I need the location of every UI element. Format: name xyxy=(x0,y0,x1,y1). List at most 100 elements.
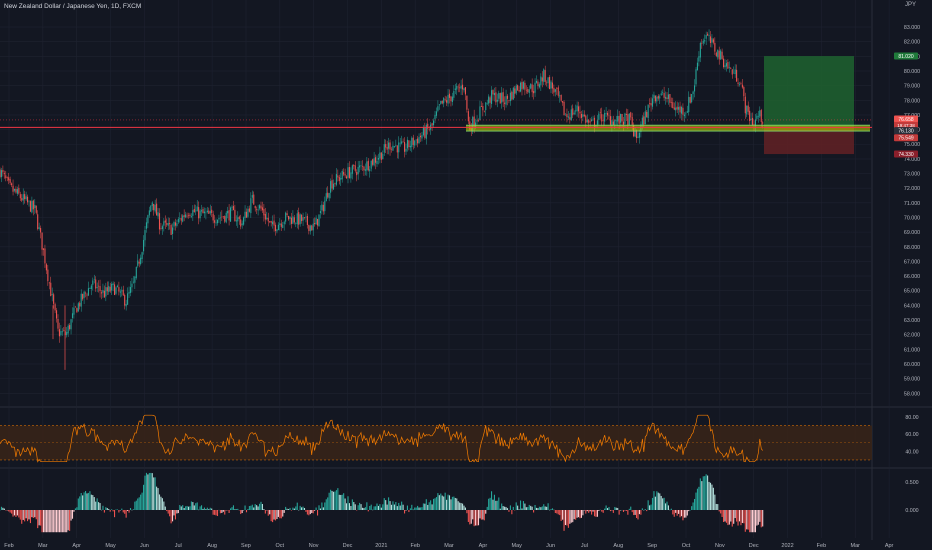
hist-bar xyxy=(118,510,120,513)
hist-bar xyxy=(205,509,207,510)
candle-body xyxy=(363,166,365,171)
candle-body xyxy=(231,206,233,208)
candle-body xyxy=(183,215,185,217)
hist-bar xyxy=(504,506,506,510)
candle-body xyxy=(720,50,722,60)
hist-bar xyxy=(746,510,748,530)
hist-bar xyxy=(293,508,295,510)
candle-body xyxy=(762,122,764,124)
hist-bar xyxy=(186,505,188,510)
hist-bar xyxy=(66,510,68,533)
candle-body xyxy=(328,193,330,199)
candle-body xyxy=(292,216,294,224)
candle-body xyxy=(601,114,603,122)
hist-bar xyxy=(259,503,261,510)
hist-bar xyxy=(637,510,639,520)
candle-body xyxy=(208,210,210,214)
candle-body xyxy=(747,105,749,112)
hist-bar xyxy=(90,494,92,510)
hist-bar xyxy=(327,497,329,510)
hist-bar xyxy=(491,491,493,510)
price-axis[interactable]: 83.00082.00081.00080.00079.00078.00077.0… xyxy=(904,25,920,514)
candle-body xyxy=(634,130,636,137)
hist-bar xyxy=(627,510,629,515)
candle-body xyxy=(746,105,748,115)
hist-bar xyxy=(518,509,520,510)
hist-bar xyxy=(538,506,540,510)
candle-body xyxy=(82,293,84,300)
candle-body xyxy=(441,100,443,104)
hist-bar xyxy=(759,510,761,522)
hist-bar xyxy=(363,508,365,510)
hist-bar xyxy=(92,495,94,510)
candle-body xyxy=(206,210,208,213)
candle-body xyxy=(624,113,626,124)
hist-bar xyxy=(425,499,427,510)
hist-bar xyxy=(187,506,190,510)
candle-body xyxy=(67,325,69,334)
candle-body xyxy=(688,96,690,113)
candle-body xyxy=(631,117,633,125)
rsi-tick-label: 80.00 xyxy=(905,415,918,421)
candle-body xyxy=(643,116,645,125)
candle-body xyxy=(85,292,87,294)
candle-body xyxy=(462,84,464,90)
candle-body xyxy=(678,107,680,110)
hist-bar xyxy=(395,502,397,510)
hist-bar xyxy=(737,510,739,526)
hist-bar xyxy=(383,498,385,510)
candle-body xyxy=(317,218,319,226)
hist-bar xyxy=(185,506,187,510)
current-price-tag-bg xyxy=(894,115,918,123)
candle-body xyxy=(163,221,165,226)
hist-bar xyxy=(212,510,214,515)
candle-body xyxy=(567,116,569,118)
x-tick-label: Aug xyxy=(207,543,217,549)
hist-bar xyxy=(180,506,182,510)
hist-bar xyxy=(364,507,366,510)
candle-body xyxy=(696,62,698,71)
candle-body xyxy=(480,105,482,107)
candle-body xyxy=(665,96,667,99)
candle-body xyxy=(95,279,97,289)
hist-bar xyxy=(554,510,556,513)
candle-body xyxy=(164,220,166,223)
hist-bar xyxy=(37,510,39,529)
candle-body xyxy=(666,97,668,100)
candle-body xyxy=(538,84,540,88)
candle-body xyxy=(341,171,343,180)
hist-bar xyxy=(657,492,659,510)
hist-tick-label: 0.000 xyxy=(905,508,918,514)
candle-body xyxy=(360,165,362,166)
candle-body xyxy=(701,43,703,44)
y-tick-label: 68.000 xyxy=(904,245,920,251)
hist-bar xyxy=(45,510,47,533)
candle-body xyxy=(141,252,143,260)
candle-body xyxy=(225,212,227,223)
hist-bar xyxy=(566,510,568,526)
y-tick-label: 83.000 xyxy=(904,25,920,31)
candle-body xyxy=(396,145,398,153)
candle-body xyxy=(118,287,120,292)
hist-bar xyxy=(496,500,498,510)
candle-body xyxy=(401,141,403,144)
candle-body xyxy=(248,208,250,212)
y-tick-label: 72.000 xyxy=(904,186,920,192)
time-axis[interactable]: Feb Mar Apr May Jun Jul Aug Sep Oct Nov Dec 2021 Feb… xyxy=(4,543,893,549)
candle-body xyxy=(475,122,477,127)
x-tick-label: Nov xyxy=(309,543,319,549)
hist-bar xyxy=(477,510,480,526)
candle-body xyxy=(312,223,314,231)
hist-bar xyxy=(560,510,562,522)
hist-bar xyxy=(122,510,124,513)
candle-body xyxy=(551,82,553,89)
candle-body xyxy=(158,213,161,230)
candle-body xyxy=(211,209,213,213)
hist-bar xyxy=(154,477,156,510)
hist-bar xyxy=(114,510,116,518)
hist-bar xyxy=(636,510,638,518)
hist-bar xyxy=(521,508,523,510)
hist-bar xyxy=(116,509,118,510)
candle-body xyxy=(508,100,510,101)
